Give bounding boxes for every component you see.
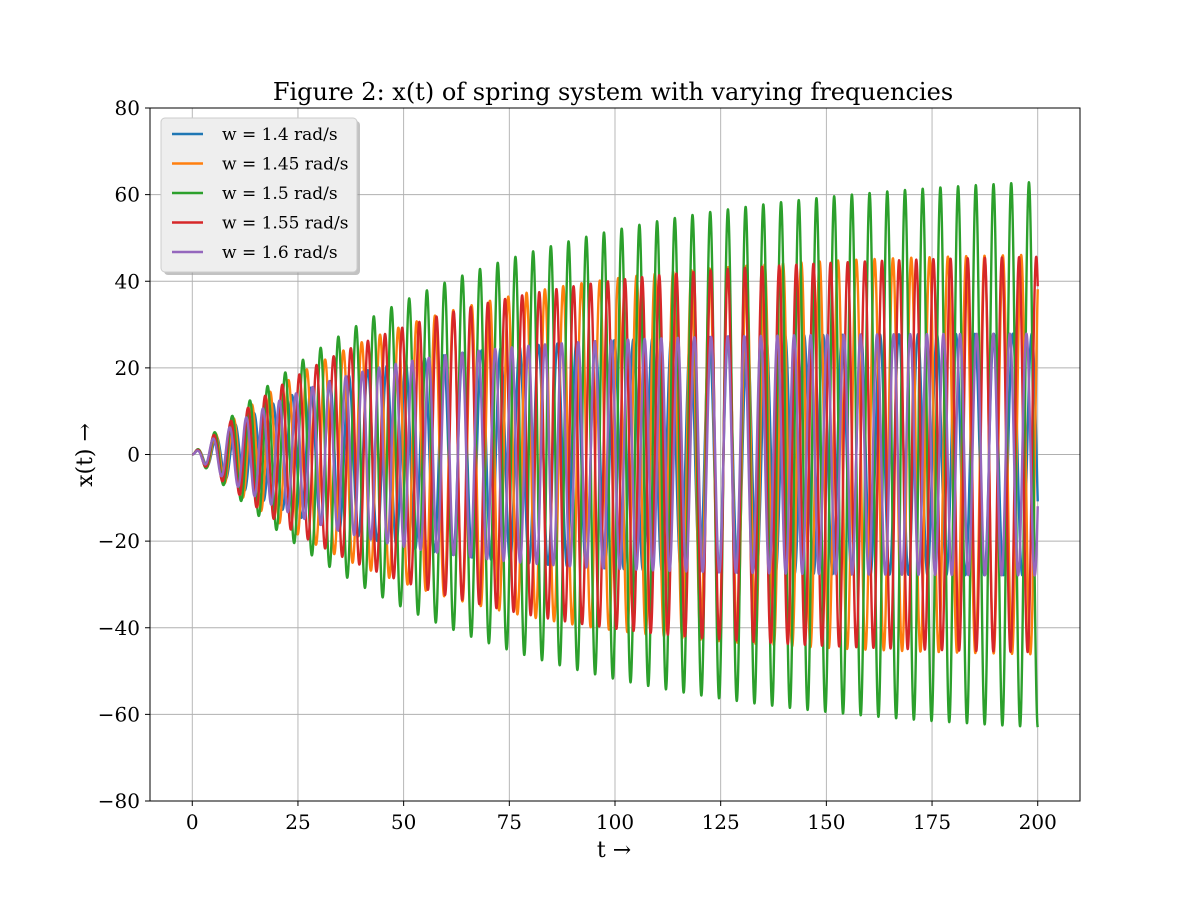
x-tick-label: 200 — [1019, 810, 1057, 834]
x-tick-label: 150 — [807, 810, 845, 834]
legend-label: w = 1.55 rad/s — [222, 214, 348, 234]
legend-label: w = 1.6 rad/s — [222, 243, 338, 263]
legend-label: w = 1.4 rad/s — [222, 125, 338, 145]
y-tick-label: 0 — [127, 443, 140, 467]
y-tick-label: −40 — [98, 616, 140, 640]
series-line — [191, 255, 1039, 654]
x-axis-ticks: 0 25 50 75 100 125 150 175 200 — [186, 801, 1057, 834]
x-axis-label: t → — [597, 838, 631, 863]
series-lines — [191, 181, 1039, 728]
x-tick-label: 75 — [497, 810, 522, 834]
x-tick-label: 175 — [913, 810, 951, 834]
x-tick-label: 50 — [391, 810, 416, 834]
y-tick-label: 40 — [115, 269, 140, 293]
x-tick-label: 100 — [596, 810, 634, 834]
chart-title: Figure 2: x(t) of spring system with var… — [273, 78, 953, 106]
legend-box — [160, 117, 358, 273]
x-tick-label: 25 — [285, 810, 310, 834]
legend-label: w = 1.5 rad/s — [222, 184, 338, 204]
y-tick-label: 20 — [115, 356, 140, 380]
y-axis-label: x(t) → — [73, 423, 98, 487]
y-tick-label: 60 — [115, 183, 140, 207]
y-axis-ticks: −80 −60 −40 −20 0 20 40 60 80 — [98, 96, 150, 813]
y-tick-label: −60 — [98, 702, 140, 726]
legend: w = 1.4 rad/s w = 1.45 rad/s w = 1.5 rad/s… — [160, 117, 360, 275]
x-tick-label: 125 — [702, 810, 740, 834]
y-tick-label: −20 — [98, 529, 140, 553]
y-tick-label: 80 — [115, 96, 140, 120]
legend-label: w = 1.45 rad/s — [222, 155, 348, 175]
series-line — [191, 332, 1039, 577]
x-tick-label: 0 — [186, 810, 199, 834]
y-tick-label: −80 — [98, 789, 140, 813]
